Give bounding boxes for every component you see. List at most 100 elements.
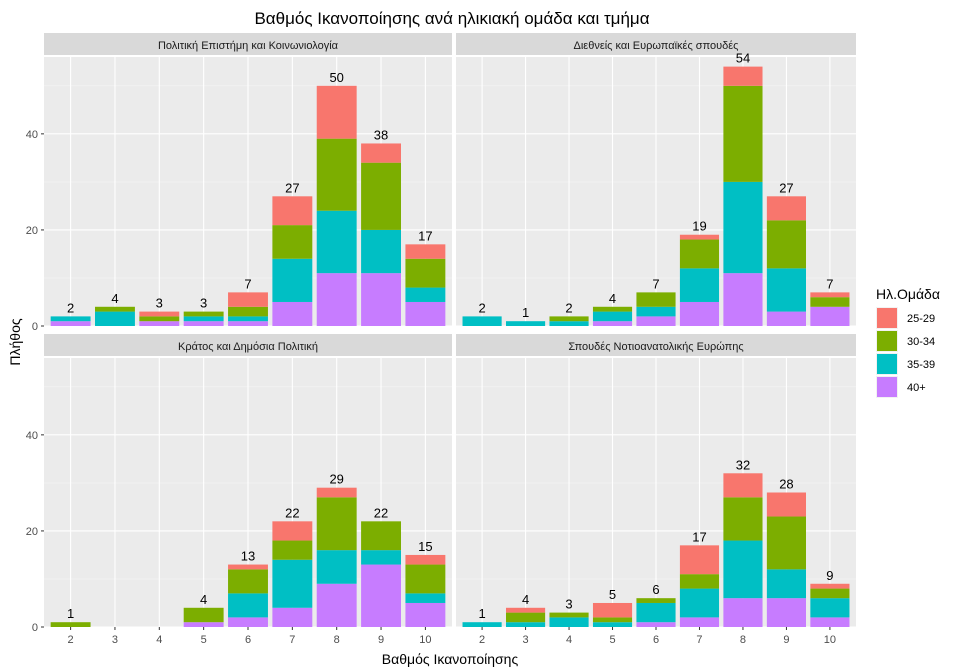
bar-segment (405, 602, 446, 627)
bar-total-label: 6 (652, 582, 659, 597)
legend-label: 40+ (907, 382, 926, 394)
bar-total-label: 3 (565, 597, 572, 612)
bar-segment (679, 239, 720, 269)
bar-segment (592, 306, 633, 312)
legend-label: 30-34 (907, 336, 935, 348)
bar-segment (679, 617, 720, 627)
facet-panel: Κράτος και Δημόσια Πολιτική 0 20 40 2 3 4 5 6 7 8 9… (26, 334, 452, 646)
x-tick-label: 7 (289, 634, 295, 646)
bar-segment (228, 321, 268, 326)
bar-segment (183, 316, 224, 322)
bar-segment (316, 550, 357, 584)
facet-panel: Πολιτική Επιστήμη και Κοινωνιολογία 0 20 40… (26, 33, 452, 333)
bar-segment (810, 583, 850, 589)
bar-segment (723, 273, 763, 326)
y-tick-label: 0 (32, 622, 38, 634)
bar-segment (361, 521, 401, 551)
legend-title: Ηλ.Ομάδα (876, 286, 940, 302)
bar-segment (272, 559, 313, 608)
bar-total-label: 9 (826, 568, 833, 583)
bar-total-label: 13 (241, 549, 255, 564)
x-tick-label: 10 (824, 634, 836, 646)
bar-total-label: 2 (565, 300, 572, 315)
bar-segment (636, 602, 676, 623)
bar-total-label: 5 (609, 587, 616, 602)
bar-segment (405, 564, 446, 594)
bar-total-label: 1 (478, 606, 485, 621)
bar-segment (228, 564, 268, 570)
x-tick-label: 6 (245, 634, 251, 646)
chart-title: Βαθμός Ικανοποίησης ανά ηλικιακή ομάδα κ… (254, 9, 649, 28)
bar-segment (316, 210, 357, 274)
bar-segment (592, 321, 633, 326)
bar-segment (228, 316, 268, 322)
bar-segment (592, 602, 633, 618)
facet-strip (456, 334, 856, 356)
x-tick-label: 8 (740, 634, 746, 646)
bar-segment (95, 306, 135, 312)
x-axis-label: Βαθμός Ικανοποίησης (382, 651, 519, 667)
facet-strip (456, 33, 856, 55)
bar-segment (405, 244, 446, 259)
x-tick-label: 4 (566, 634, 572, 646)
facet-panel: Διεθνείς και Ευρωπαϊκές σπουδές 2 1 2 4 7 19 54… (456, 33, 856, 327)
bar-segment (766, 220, 806, 269)
bar-segment (766, 311, 806, 326)
bar-segment (272, 521, 313, 541)
bar-segment (405, 301, 446, 326)
bar-total-label: 3 (156, 296, 163, 311)
bar-segment (723, 66, 763, 86)
bar-segment (723, 540, 763, 599)
bar-segment (228, 593, 268, 618)
facet-strip-title: Σπουδές Νοτιοανατολικής Ευρώπης (568, 341, 743, 353)
facet-strip (44, 334, 452, 356)
x-tick-label: 6 (653, 634, 659, 646)
bar-segment (95, 311, 135, 326)
bar-segment (636, 622, 676, 627)
y-axis-label: Πλήθος (7, 318, 23, 365)
bar-segment (723, 473, 763, 498)
bar-segment (361, 550, 401, 565)
bar-total-label: 54 (736, 51, 750, 66)
bar-total-label: 50 (329, 70, 343, 85)
bar-segment (139, 311, 180, 317)
bar-total-label: 7 (826, 276, 833, 291)
bar-segment (361, 162, 401, 230)
bar-segment (679, 588, 720, 618)
bar-segment (361, 143, 401, 163)
facet-strip-title: Κράτος και Δημόσια Πολιτική (178, 341, 318, 353)
bar-segment (549, 316, 589, 322)
bar-segment (316, 583, 357, 627)
bar-segment (766, 598, 806, 627)
bar-segment (506, 622, 546, 627)
bar-segment (810, 292, 850, 298)
bar-segment (228, 569, 268, 594)
bar-segment (506, 607, 546, 613)
bar-segment (316, 273, 357, 326)
bar-total-label: 4 (111, 291, 118, 306)
bar-segment (272, 225, 313, 259)
bar-total-label: 28 (779, 477, 793, 492)
legend-label: 35-39 (907, 359, 935, 371)
bar-segment (183, 607, 224, 623)
bar-segment (272, 196, 313, 226)
bar-segment (139, 316, 180, 322)
bar-segment (462, 316, 502, 326)
facet-strip-title: Πολιτική Επιστήμη και Κοινωνιολογία (158, 40, 339, 52)
bar-segment (636, 306, 676, 317)
bar-segment (766, 569, 806, 599)
bar-segment (679, 234, 720, 240)
x-tick-label: 5 (201, 634, 207, 646)
bar-segment (506, 612, 546, 623)
bar-segment (405, 554, 446, 565)
bar-segment (592, 622, 633, 627)
legend-key (877, 377, 897, 397)
bar-segment (810, 598, 850, 618)
bar-total-label: 32 (736, 457, 750, 472)
bar-total-label: 17 (692, 529, 706, 544)
bar-total-label: 7 (652, 276, 659, 291)
bar-total-label: 3 (200, 296, 207, 311)
x-tick-label: 7 (696, 634, 702, 646)
y-tick-label: 40 (26, 430, 38, 442)
